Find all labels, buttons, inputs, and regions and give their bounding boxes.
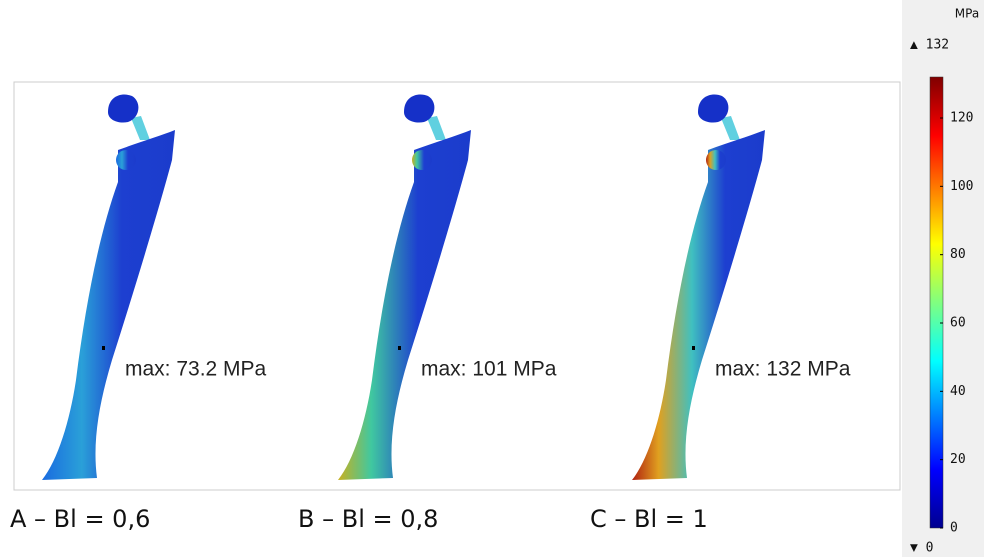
colorbar-tick-label: 60 bbox=[950, 316, 966, 331]
panel-label: A – Bl = 0,6 bbox=[10, 505, 150, 533]
colorbar-tick-label: 20 bbox=[950, 452, 966, 467]
max-marker bbox=[692, 346, 695, 350]
colorbar-tick-label: 40 bbox=[950, 384, 966, 399]
colorbar-tick-label: 100 bbox=[950, 179, 973, 194]
max-annotation: max: 73.2 MPa bbox=[125, 358, 267, 381]
max-annotation: max: 132 MPa bbox=[715, 358, 851, 381]
max-marker bbox=[398, 346, 401, 350]
colorbar-tick-label: 0 bbox=[950, 521, 958, 536]
max-annotation: max: 101 MPa bbox=[421, 358, 557, 381]
colorbar bbox=[929, 76, 944, 529]
colorbar-min: ▼ 0 bbox=[910, 541, 933, 556]
colorbar-max: ▲ 132 bbox=[910, 38, 949, 53]
panel-label: B – Bl = 0,8 bbox=[298, 505, 438, 533]
max-marker bbox=[102, 346, 105, 350]
colorbar-tick-label: 80 bbox=[950, 247, 966, 262]
colorbar-unit: MPa bbox=[955, 7, 979, 21]
panel-label: C – Bl = 1 bbox=[590, 505, 708, 533]
colorbar-tick-label: 120 bbox=[950, 111, 973, 126]
